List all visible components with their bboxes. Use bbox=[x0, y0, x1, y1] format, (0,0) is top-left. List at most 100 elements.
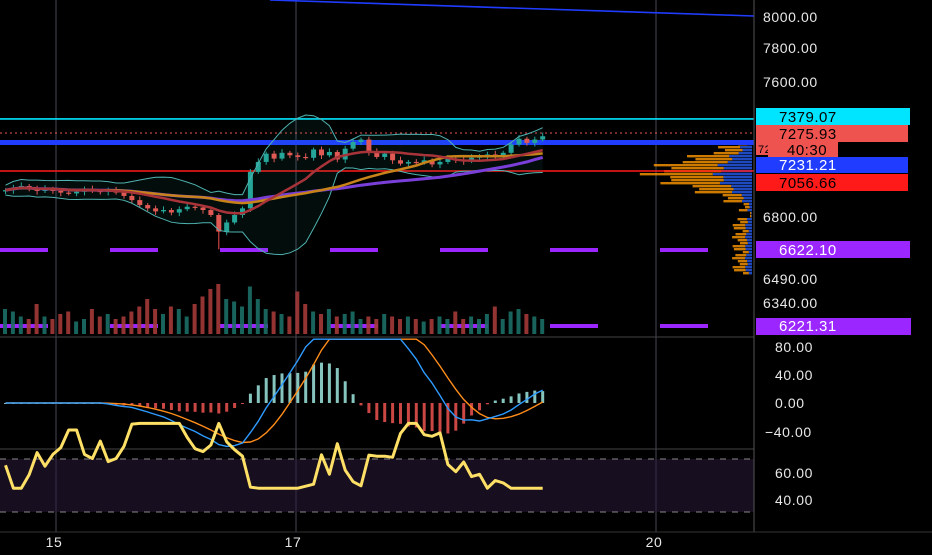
vp-row-down bbox=[734, 269, 746, 272]
volume-bar bbox=[153, 309, 158, 334]
macd-histogram-bar bbox=[430, 403, 434, 432]
volume-bar bbox=[279, 314, 284, 334]
candle bbox=[200, 207, 206, 211]
macd-pane[interactable] bbox=[4, 338, 545, 448]
vp-row-down bbox=[735, 254, 747, 257]
volume-bar bbox=[66, 311, 71, 334]
volume-bar bbox=[398, 319, 402, 334]
candle bbox=[374, 151, 380, 157]
vp-row-down bbox=[670, 176, 724, 179]
vp-row-up bbox=[742, 149, 752, 152]
volume-bar bbox=[287, 316, 292, 334]
macd-histogram-bar bbox=[169, 403, 173, 411]
volume-bar bbox=[271, 311, 276, 334]
vp-row-up bbox=[745, 269, 752, 272]
volume-bar bbox=[390, 316, 395, 334]
candle bbox=[176, 209, 182, 213]
macd-histogram-bar bbox=[193, 403, 197, 412]
vp-row-down bbox=[713, 152, 739, 155]
volume-bar bbox=[113, 319, 118, 334]
candle bbox=[524, 138, 530, 143]
vp-row-up bbox=[745, 224, 752, 227]
rsi-axis[interactable]: 60.00 40.00 bbox=[775, 465, 813, 508]
volume-bar bbox=[492, 306, 497, 334]
vp-row-down bbox=[739, 242, 748, 245]
volume-bar bbox=[413, 319, 418, 334]
partial-tag-bg bbox=[756, 142, 768, 155]
macd-histogram-bar bbox=[296, 372, 300, 403]
vp-row-down bbox=[671, 179, 724, 182]
candle bbox=[74, 191, 80, 194]
volume-bar bbox=[405, 316, 410, 334]
volume-bar bbox=[232, 301, 237, 334]
macd-histogram-bar bbox=[225, 403, 229, 412]
volume-bar bbox=[224, 299, 229, 334]
red-level-tag-bg bbox=[756, 174, 908, 191]
time-axis[interactable]: 15 17 20 bbox=[0, 531, 932, 550]
price-axis[interactable]: 8000.00 7800.00 7600.00 6800.00 6490.00 … bbox=[753, 0, 818, 532]
vp-row-up bbox=[745, 227, 752, 230]
vp-row-up bbox=[745, 257, 752, 260]
candle bbox=[66, 192, 72, 194]
volume-bar bbox=[516, 309, 521, 334]
macd-histogram-bar bbox=[201, 403, 205, 413]
volume-bar bbox=[453, 311, 458, 334]
long-ma-line bbox=[269, 0, 755, 17]
vp-row-up bbox=[745, 236, 752, 239]
macd-histogram-bar bbox=[162, 403, 165, 409]
candle bbox=[398, 160, 403, 164]
vp-row-up bbox=[742, 200, 752, 203]
volume-bar bbox=[176, 309, 181, 334]
candle bbox=[413, 161, 419, 164]
vp-row-down bbox=[740, 221, 748, 224]
vp-row-up bbox=[723, 179, 752, 182]
macd-histogram-bar bbox=[493, 400, 497, 403]
macd-histogram-bar bbox=[462, 403, 466, 424]
volume-bar bbox=[477, 319, 481, 334]
candle bbox=[145, 205, 151, 209]
volume-bar bbox=[10, 311, 15, 334]
time-label-17: 17 bbox=[285, 534, 302, 550]
vp-row-down bbox=[687, 155, 730, 158]
volume-bar bbox=[484, 314, 489, 334]
macd-histogram-bar bbox=[233, 403, 237, 409]
vp-row-down bbox=[723, 200, 743, 203]
macd-histogram-bar bbox=[248, 393, 252, 403]
vp-row-up bbox=[749, 203, 752, 206]
vp-row-down bbox=[718, 146, 741, 149]
blue-level-line bbox=[0, 140, 754, 145]
rsi-band bbox=[0, 459, 754, 512]
blue-level-tag-bg bbox=[756, 157, 908, 173]
candle bbox=[168, 210, 174, 213]
vp-row-down bbox=[732, 236, 746, 239]
macd-histogram-bar bbox=[509, 396, 513, 403]
candle bbox=[192, 206, 198, 208]
vp-row-down bbox=[732, 245, 746, 248]
volume-bar bbox=[184, 316, 189, 334]
price-tick-7800: 7800.00 bbox=[763, 40, 818, 56]
vp-row-down bbox=[653, 164, 718, 167]
candle bbox=[390, 153, 396, 161]
macd-axis[interactable]: 80.00 40.00 0.00 −40.00 bbox=[765, 339, 813, 440]
volume-bar bbox=[137, 306, 142, 334]
candle bbox=[121, 192, 127, 196]
vp-row-down bbox=[732, 224, 746, 227]
price-pane[interactable] bbox=[0, 0, 755, 334]
volume-bar bbox=[42, 316, 47, 334]
vp-row-up bbox=[747, 209, 752, 212]
volume-bar bbox=[129, 311, 134, 334]
vp-row-down bbox=[743, 203, 750, 206]
price-tags: 7379.07 7275.93 72 40:30 7231.21 7056.66… bbox=[756, 108, 911, 335]
vp-row-up bbox=[751, 212, 752, 215]
volume-bar bbox=[326, 309, 331, 334]
vp-row-down bbox=[742, 230, 749, 233]
candle bbox=[232, 215, 238, 223]
candle bbox=[445, 158, 451, 162]
chart-grid bbox=[0, 0, 754, 532]
rsi-pane[interactable] bbox=[0, 421, 754, 513]
bollinger-upper bbox=[5, 114, 543, 196]
vp-row-up bbox=[745, 245, 752, 248]
rsi-line bbox=[4, 421, 543, 490]
macd-histogram-bar bbox=[485, 403, 489, 405]
